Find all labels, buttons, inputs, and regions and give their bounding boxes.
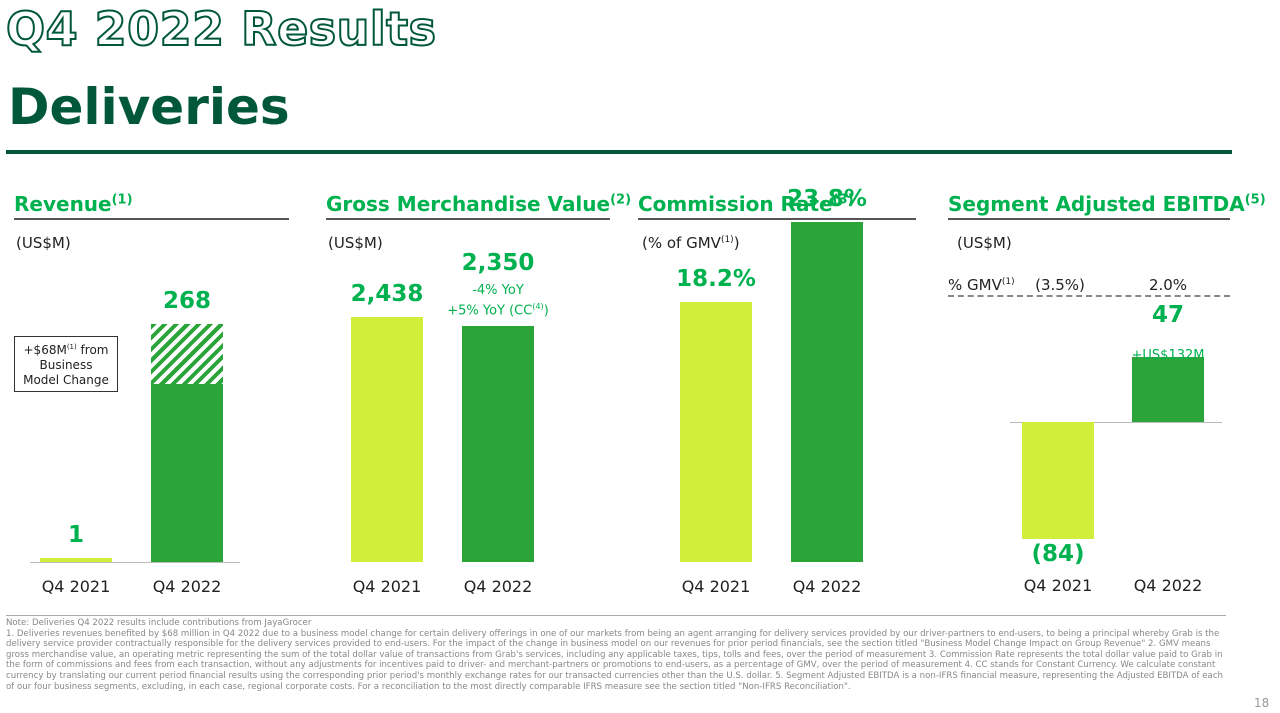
gmv-tick-q4-2021: Q4 2021 (352, 577, 422, 596)
ebitda-gmv-q4-2021: (3.5%) (1035, 276, 1085, 294)
ebitda-title: Segment Adjusted EBITDA(5) (948, 192, 1266, 216)
ebitda-bar-q4-2022 (1132, 356, 1204, 422)
title-q4-2022-results: Q4 2022 Results (5, 1, 437, 57)
gmv-title-rule (326, 218, 610, 220)
commission-bar-q4-2022 (791, 222, 863, 562)
revenue-title-rule (14, 218, 289, 220)
gmv-yoy-change: -4% YoY (472, 283, 524, 298)
commission-title-rule (638, 218, 916, 220)
gmv-value-q4-2022: 2,350 (461, 249, 535, 276)
commission-title: Commission Rate(3) (638, 192, 854, 216)
ebitda-gmv-row-label: % GMV(1) (948, 276, 1015, 294)
commission-tick-q4-2021: Q4 2021 (681, 577, 751, 596)
ebitda-title-rule (948, 218, 1230, 220)
gmv-title: Gross Merchandise Value(2) (326, 192, 632, 216)
revenue-value-q4-2022: 268 (162, 288, 211, 314)
commission-bar-q4-2021 (680, 302, 752, 562)
revenue-tick-q4-2021: Q4 2021 (41, 577, 111, 596)
footnotes: Note: Deliveries Q4 2022 results include… (6, 618, 1228, 692)
revenue-bar-q4-2022-business-model-change (151, 324, 223, 385)
page-title: Deliveries (8, 78, 290, 136)
ebitda-gmv-divider (948, 295, 1230, 297)
commission-value-q4-2022: 23.8% (787, 186, 867, 212)
ebitda-change-label: +US$132M (1131, 348, 1205, 363)
ebitda-unit: (US$M) (957, 234, 1012, 252)
revenue-value-q4-2021: 1 (67, 522, 84, 548)
gmv-tick-q4-2022: Q4 2022 (463, 577, 533, 596)
ebitda-zero-line (1010, 422, 1222, 423)
commission-tick-q4-2022: Q4 2022 (792, 577, 862, 596)
footnote-body: 1. Deliveries revenues benefited by $68 … (6, 628, 1223, 692)
gmv-unit: (US$M) (328, 234, 383, 252)
ebitda-tick-q4-2022: Q4 2022 (1133, 576, 1203, 595)
gmv-bar-q4-2022 (462, 325, 534, 562)
revenue-title: Revenue(1) (14, 192, 133, 216)
revenue-baseline (30, 562, 240, 563)
business-model-change-callout: +$68M(1) from Business Model Change (14, 336, 118, 392)
revenue-unit: (US$M) (16, 234, 71, 252)
ebitda-gmv-q4-2022: 2.0% (1148, 276, 1188, 294)
gmv-bar-q4-2021 (351, 317, 423, 562)
ebitda-tick-q4-2021: Q4 2021 (1023, 576, 1093, 595)
gmv-yoy-cc-change: +5% YoY (CC(4)) (447, 302, 549, 319)
revenue-bar-q4-2021 (40, 558, 112, 562)
ebitda-bar-q4-2021 (1022, 422, 1094, 539)
commission-unit: (% of GMV(1)) (642, 234, 740, 252)
gmv-value-q4-2021: 2,438 (350, 281, 424, 307)
footer-divider (6, 615, 1226, 616)
page-number: 18 (1254, 696, 1270, 710)
ebitda-value-q4-2022: 47 (1151, 301, 1184, 328)
footnote-note: Note: Deliveries Q4 2022 results include… (6, 618, 312, 628)
commission-value-q4-2021: 18.2% (676, 266, 756, 292)
ebitda-value-q4-2021: (84) (1031, 541, 1085, 567)
revenue-tick-q4-2022: Q4 2022 (152, 577, 222, 596)
header-divider (6, 150, 1232, 154)
